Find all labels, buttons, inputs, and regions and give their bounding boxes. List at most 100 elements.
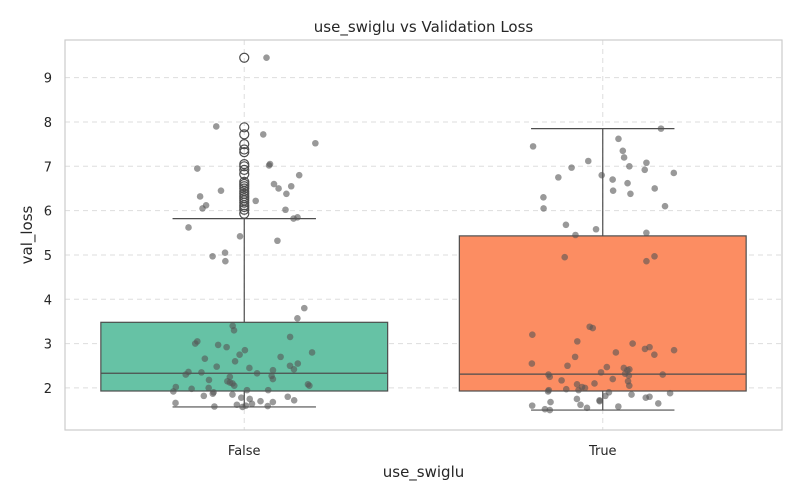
iqr-box — [100, 321, 389, 392]
data-point — [236, 351, 243, 358]
data-point — [620, 154, 628, 161]
data-point — [194, 165, 201, 172]
data-point — [275, 185, 282, 192]
data-point — [651, 185, 659, 192]
data-point — [584, 157, 592, 165]
outlier-marker — [239, 52, 250, 63]
data-point — [659, 371, 667, 378]
data-point — [290, 397, 298, 404]
data-point — [670, 346, 678, 354]
data-point — [641, 166, 649, 174]
box-true — [458, 128, 747, 411]
data-point — [270, 180, 278, 188]
data-point — [555, 174, 562, 181]
data-point — [269, 375, 277, 383]
outlier-marker — [239, 164, 250, 175]
data-point — [205, 384, 212, 392]
data-point — [596, 397, 603, 405]
data-point — [598, 171, 606, 179]
data-point — [198, 369, 205, 376]
data-point — [651, 252, 658, 260]
data-point — [191, 340, 199, 347]
data-point — [572, 231, 579, 239]
data-point — [541, 405, 549, 413]
data-point — [209, 390, 217, 397]
y-tick-label: 7 — [44, 160, 52, 175]
data-point — [589, 324, 597, 332]
data-point — [661, 202, 669, 210]
data-point — [277, 353, 284, 361]
data-point — [308, 349, 316, 356]
data-point — [609, 375, 617, 383]
data-point — [540, 205, 547, 212]
data-point — [547, 398, 554, 406]
data-point — [170, 388, 177, 395]
data-point — [529, 143, 537, 150]
outlier-marker — [239, 188, 250, 199]
data-point — [643, 229, 650, 237]
data-point — [264, 386, 272, 394]
y-tick-label: 5 — [44, 249, 52, 264]
data-point — [221, 249, 229, 257]
data-point — [283, 190, 290, 198]
data-point — [172, 399, 179, 407]
data-point — [603, 363, 611, 371]
data-point — [602, 392, 609, 400]
jitter-points — [170, 54, 678, 414]
x-tick-labels: False True — [228, 444, 617, 459]
data-point — [239, 403, 246, 411]
data-point — [259, 131, 267, 138]
data-point — [562, 385, 570, 393]
data-point — [306, 382, 313, 389]
data-point — [230, 326, 238, 334]
data-point — [185, 224, 192, 231]
data-point — [287, 182, 295, 190]
data-point — [597, 369, 605, 376]
data-point — [573, 381, 581, 388]
data-point — [568, 164, 575, 171]
data-point — [591, 380, 598, 387]
data-point — [265, 162, 273, 169]
y-axis-label: val_loss — [18, 205, 37, 264]
data-point — [236, 233, 244, 240]
data-point — [583, 404, 591, 412]
data-point — [211, 403, 218, 410]
data-point — [200, 392, 208, 400]
data-point — [626, 163, 633, 170]
iqr-box — [458, 235, 747, 392]
data-point — [666, 389, 674, 397]
data-point — [545, 371, 552, 378]
data-point — [609, 187, 617, 194]
data-point — [615, 135, 622, 143]
y-tick-label: 6 — [44, 205, 52, 220]
data-point — [615, 403, 622, 410]
chart-title: use_swiglu vs Validation Loss — [314, 18, 534, 37]
data-point — [573, 395, 581, 403]
data-point — [263, 54, 270, 62]
data-point — [233, 401, 241, 409]
data-point — [269, 366, 277, 374]
data-point — [209, 252, 216, 260]
data-point — [546, 406, 554, 414]
data-point — [642, 394, 650, 401]
data-point — [212, 123, 220, 130]
y-tick-labels: 2 3 4 5 6 7 8 9 — [44, 72, 52, 397]
data-point — [205, 376, 213, 384]
data-point — [612, 349, 620, 356]
outlier-marker — [239, 147, 250, 158]
data-point — [625, 382, 633, 389]
data-point — [252, 197, 260, 205]
data-point — [654, 400, 662, 407]
data-point — [182, 371, 190, 378]
data-point — [641, 345, 649, 353]
data-point — [253, 369, 261, 377]
data-point — [564, 362, 571, 370]
data-point — [286, 333, 294, 341]
data-point — [657, 125, 665, 132]
data-point — [619, 147, 627, 155]
data-point — [628, 391, 635, 398]
data-point — [571, 353, 579, 361]
outlier-marker — [239, 129, 250, 140]
data-point — [625, 372, 633, 379]
